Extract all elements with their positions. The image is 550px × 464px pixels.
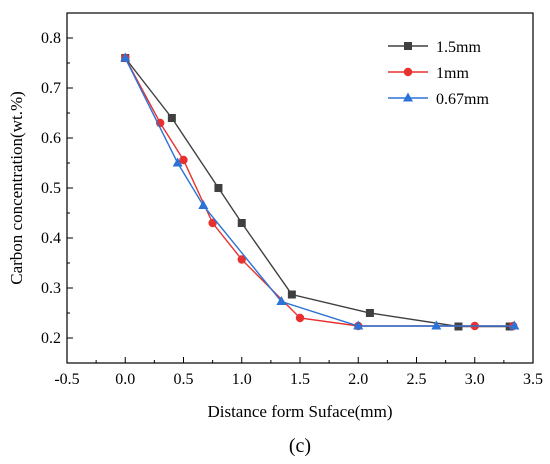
legend-label: 1mm xyxy=(436,65,469,82)
y-tick-label: 0.5 xyxy=(41,180,61,197)
legend-marker xyxy=(403,67,413,77)
x-tick-label: 1.5 xyxy=(290,371,310,388)
data-point xyxy=(179,155,188,165)
data-point xyxy=(208,218,217,228)
data-point xyxy=(214,184,223,192)
x-tick-label: 2.5 xyxy=(407,371,427,388)
panel-label: (c) xyxy=(289,435,311,457)
x-tick-label: 2.0 xyxy=(348,371,368,388)
legend-marker xyxy=(404,42,412,50)
x-axis-title: Distance form Suface(mm) xyxy=(207,402,392,421)
data-point xyxy=(172,157,183,167)
series-layer xyxy=(120,52,520,331)
y-tick-label: 0.4 xyxy=(41,230,61,247)
x-tick-label: 0.0 xyxy=(115,371,135,388)
legend-item: 0.67mm xyxy=(388,91,489,108)
y-tick-label: 0.6 xyxy=(41,130,61,147)
data-point xyxy=(237,255,246,264)
x-tick-label: 3.0 xyxy=(465,371,485,388)
y-tick-label: 0.3 xyxy=(41,280,61,297)
series-line xyxy=(124,57,510,328)
x-tick-label: 3.5 xyxy=(523,371,543,388)
x-tick-label: -0.5 xyxy=(54,371,79,388)
legend-label: 1.5mm xyxy=(436,39,481,56)
y-tick-label: 0.7 xyxy=(41,80,61,97)
y-tick-label: 0.8 xyxy=(41,30,61,47)
data-point xyxy=(120,52,131,62)
data-point xyxy=(365,309,374,317)
legend: 1.5mm 1mm 0.67mm xyxy=(388,39,489,108)
legend-item: 1.5mm xyxy=(388,39,481,56)
series-2 xyxy=(120,52,520,330)
legend-label: 0.67mm xyxy=(436,91,489,108)
legend-marker xyxy=(403,92,413,102)
x-tick-label: 1.0 xyxy=(232,371,252,388)
legend-item: 1mm xyxy=(388,65,469,82)
data-point xyxy=(353,320,364,330)
data-point xyxy=(198,200,209,209)
data-point xyxy=(237,219,246,227)
data-point xyxy=(295,313,305,323)
axes: -0.5 0.0 0.5 1.0 1.5 2.0 2.5 3.0 3.5 0.2 0.3 0.4 0.5… xyxy=(41,12,543,388)
data-point xyxy=(431,320,442,330)
y-tick-label: 0.2 xyxy=(41,330,61,347)
data-point xyxy=(509,320,520,330)
data-point xyxy=(276,296,287,305)
data-point xyxy=(167,114,176,122)
x-tick-label: 0.5 xyxy=(174,371,194,388)
data-point xyxy=(287,290,296,299)
y-axis-title: Carbon concentration(wt.%) xyxy=(7,91,26,285)
